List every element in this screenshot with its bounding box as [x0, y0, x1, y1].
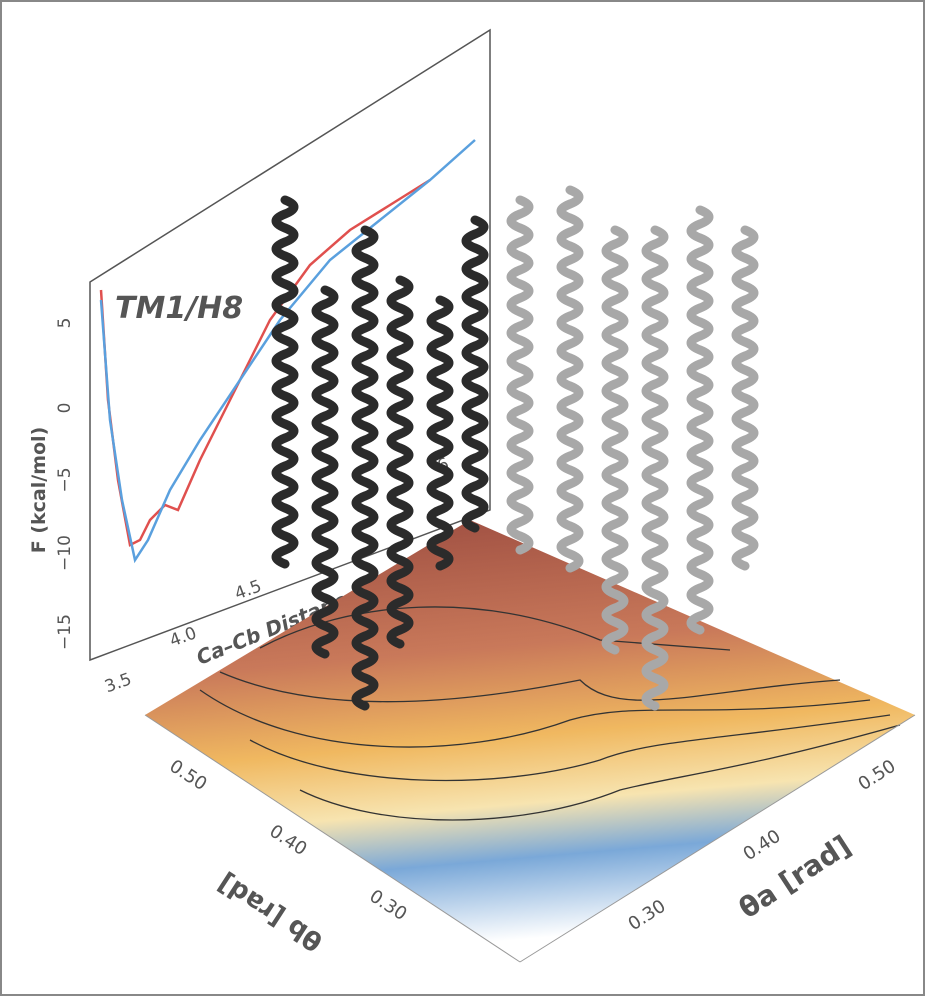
protein-structures — [271, 185, 759, 711]
helix — [351, 225, 379, 711]
helix — [731, 225, 759, 571]
helix — [641, 225, 669, 711]
y-tick-label: 5 — [55, 318, 75, 329]
free-energy-curve-blue — [99, 139, 476, 564]
y-tick-label: −10 — [55, 535, 75, 571]
helix — [311, 285, 339, 659]
helix — [556, 185, 584, 573]
helix — [506, 195, 534, 555]
y-tick-label: −5 — [55, 467, 75, 492]
helix — [686, 205, 714, 635]
surface-edge — [519, 714, 916, 963]
helix — [601, 225, 629, 655]
surface-edge — [144, 714, 521, 963]
helix — [271, 195, 299, 569]
panel-label: TM1/H8 — [115, 291, 243, 326]
y-tick-label: 0 — [55, 403, 75, 414]
y-tick-label: −15 — [55, 614, 75, 650]
y-axis-label: F (kcal/mol) — [28, 427, 50, 554]
helix — [461, 215, 489, 533]
helix — [386, 275, 414, 649]
helix — [426, 295, 454, 571]
contours — [199, 606, 901, 821]
